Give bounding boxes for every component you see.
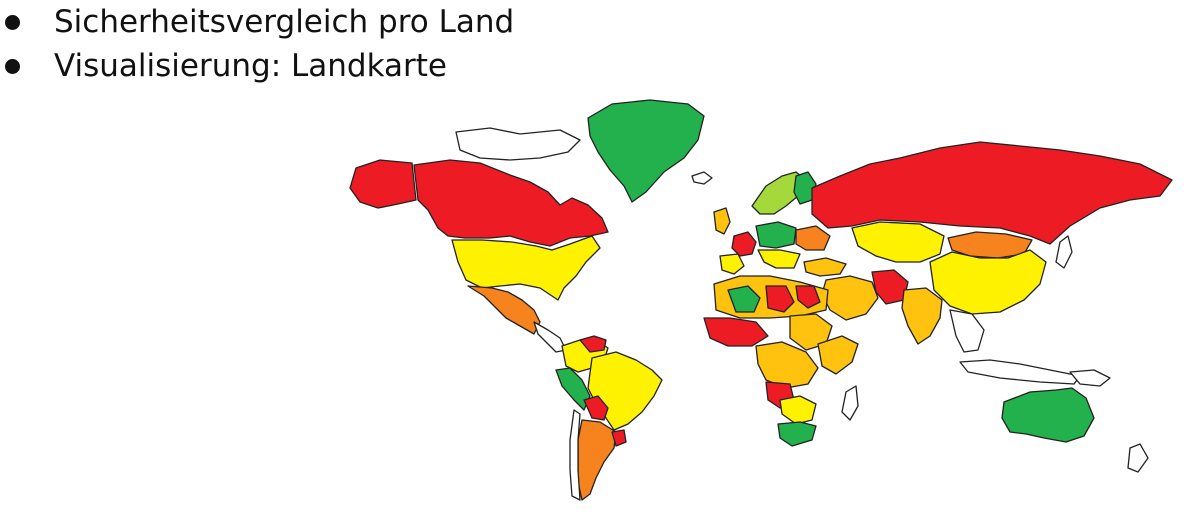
country-turkey	[803, 257, 847, 277]
country-west-africa	[703, 317, 769, 347]
country-china	[929, 249, 1047, 315]
country-libya	[765, 285, 795, 313]
country-southern-africa	[779, 395, 817, 425]
country-kazakhstan	[851, 221, 945, 263]
country-eastern-europe	[795, 225, 831, 251]
country-algeria	[727, 285, 761, 313]
country-greenland	[587, 99, 705, 203]
world-map	[349, 99, 1173, 501]
country-central-america	[533, 321, 567, 353]
bullet-text: Sicherheitsvergleich pro Land	[54, 4, 515, 40]
country-iberia	[719, 253, 745, 275]
country-india	[901, 287, 943, 345]
country-argentina	[577, 419, 617, 501]
country-mexico	[467, 285, 541, 335]
country-southeast-asia	[949, 309, 985, 353]
country-alaska	[349, 159, 417, 209]
country-chile	[569, 409, 581, 501]
country-central-europe	[755, 221, 797, 249]
country-australia	[1001, 387, 1095, 443]
country-france	[731, 231, 757, 257]
bullet-item: Sicherheitsvergleich pro Land	[0, 0, 514, 44]
country-canada-arctic-islands	[455, 127, 581, 161]
bullet-dot-icon	[5, 58, 20, 74]
bullet-text: Visualisierung: Landkarte	[54, 48, 447, 84]
bullet-item: Visualisierung: Landkarte	[0, 44, 447, 88]
country-madagascar	[841, 385, 859, 421]
country-iceland	[691, 171, 713, 185]
country-japan	[1055, 235, 1073, 269]
country-russia	[811, 141, 1173, 245]
country-bolivia	[583, 395, 609, 421]
country-italy-balkans	[757, 249, 801, 269]
country-papua	[1069, 369, 1111, 387]
country-east-africa	[817, 335, 859, 375]
country-middle-east	[821, 275, 879, 321]
country-south-africa	[777, 421, 817, 447]
country-central-africa	[755, 341, 819, 389]
country-venezuela	[579, 335, 607, 353]
country-uruguay	[611, 429, 627, 447]
country-uk	[713, 207, 731, 235]
country-egypt	[795, 285, 821, 309]
country-ecuador-peru	[555, 367, 591, 411]
country-indonesia	[959, 359, 1081, 385]
country-canada	[413, 159, 609, 247]
country-new-zealand	[1127, 443, 1149, 473]
bullet-dot-icon	[5, 14, 20, 30]
